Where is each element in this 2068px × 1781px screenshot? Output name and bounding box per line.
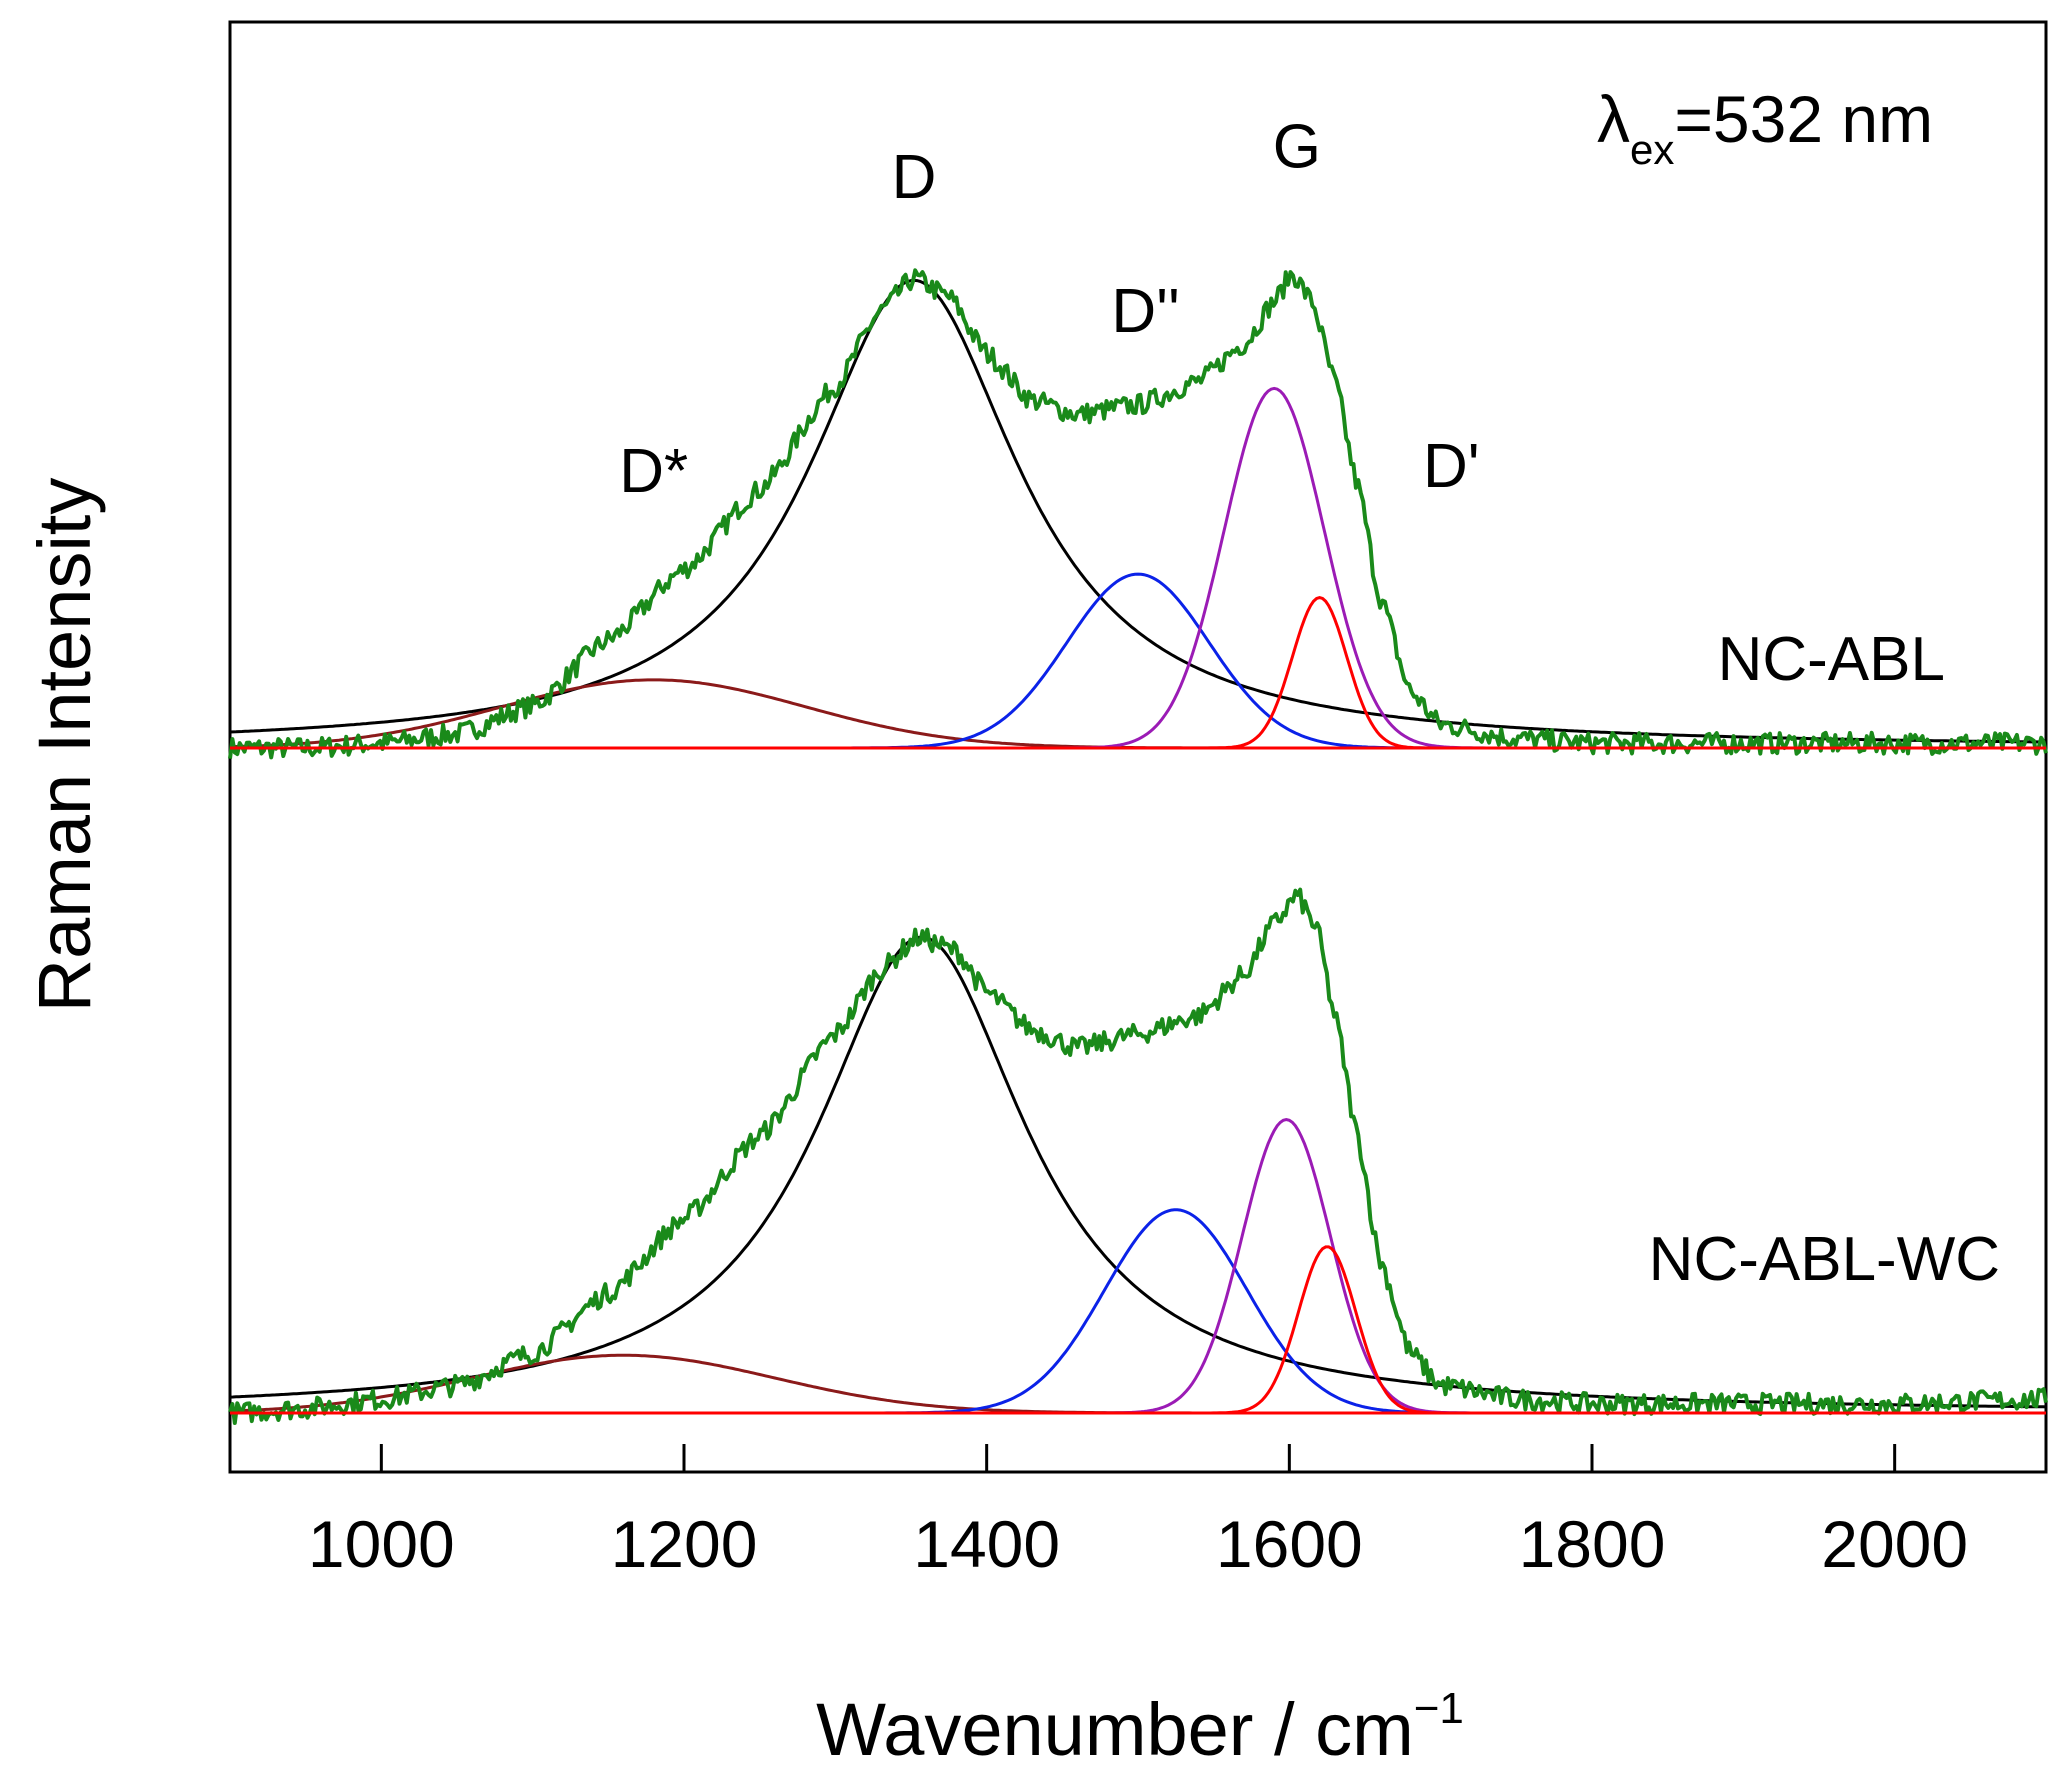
x-tick-label: 1800 xyxy=(1519,1507,1666,1581)
y-axis-title: Raman Intensity xyxy=(23,478,106,1013)
x-axis-title: Wavenumber / cm−1 xyxy=(816,1684,1464,1771)
peak-label: D'' xyxy=(1111,277,1179,346)
fit-g-nc-abl xyxy=(230,386,2046,750)
fit-d-nc-abl-wc xyxy=(229,935,2047,1409)
lambda-subscript: ex xyxy=(1630,126,1674,173)
peak-label: D* xyxy=(619,437,688,506)
x-axis-title-superscript: −1 xyxy=(1414,1684,1464,1733)
x-tick-labels: 1000 1200 1400 1600 1800 2000 xyxy=(308,1507,1968,1581)
x-tick-label: 1000 xyxy=(308,1507,455,1581)
lambda-symbol: λ xyxy=(1597,82,1630,156)
x-axis-title-text: Wavenumber / cm xyxy=(816,1688,1414,1771)
sample-label-nc-abl: NC-ABL xyxy=(1718,625,1945,694)
x-tick-label: 1600 xyxy=(1216,1507,1363,1581)
excitation-value: =532 nm xyxy=(1674,82,1933,156)
curves-layer xyxy=(228,268,2048,1425)
x-tick-label: 1400 xyxy=(913,1507,1060,1581)
x-tick-label: 1200 xyxy=(611,1507,758,1581)
peak-label: G xyxy=(1273,113,1321,182)
x-tick-label: 2000 xyxy=(1821,1507,1968,1581)
peak-labels: D* D D'' G D' xyxy=(619,113,1479,506)
experimental-spectrum-nc-abl-wc xyxy=(228,887,2048,1425)
sample-label-nc-abl-wc: NC-ABL-WC xyxy=(1649,1225,2000,1294)
excitation-annotation: λex=532 nm xyxy=(1597,82,1933,173)
peak-label: D' xyxy=(1423,432,1480,501)
peak-label: D xyxy=(892,143,937,212)
x-ticks xyxy=(379,1444,1897,1472)
